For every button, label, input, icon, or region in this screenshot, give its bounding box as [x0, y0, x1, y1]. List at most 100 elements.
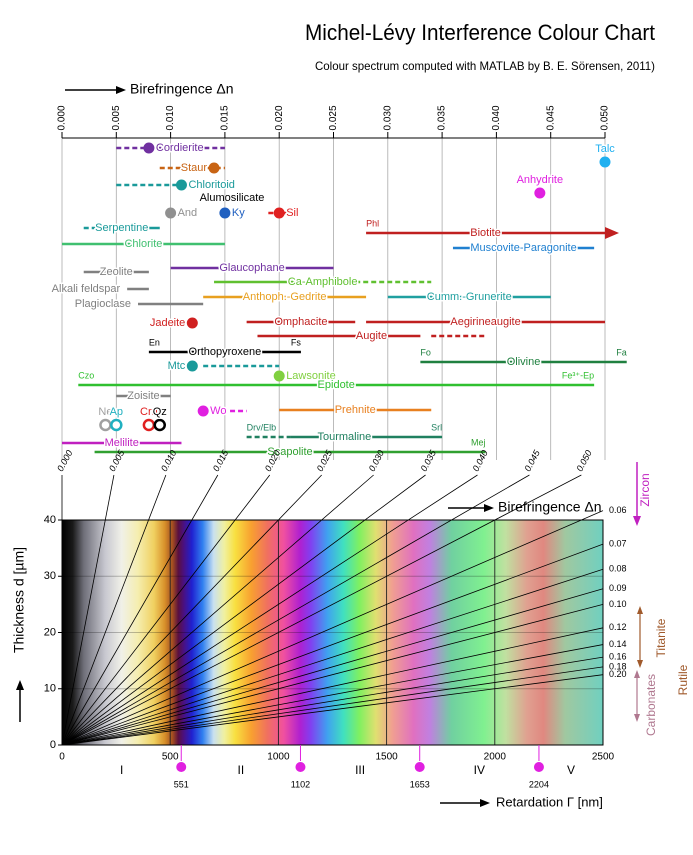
birefringence-line	[61, 666, 604, 746]
mineral-label: Jadeite	[150, 317, 185, 329]
range-start-label: Czo	[78, 370, 94, 380]
chart-subtitle: Colour spectrum computed with MATLAB by …	[315, 59, 655, 73]
mineral-label: Scapolite	[267, 446, 312, 458]
birefringence-label: 0.07	[609, 538, 627, 548]
birefringence-label: 0.18	[609, 661, 627, 671]
order-label: I	[120, 763, 123, 777]
birefringence-label: Birefringence Δn	[498, 499, 602, 515]
birefringence-label: 0.08	[609, 564, 627, 574]
birefringence-label: 0.12	[609, 622, 627, 632]
mineral-point	[273, 207, 285, 219]
x-tick-label: 0.030	[382, 105, 393, 130]
mineral-point	[153, 418, 166, 432]
axis-arrow-head	[484, 504, 494, 512]
birefringence-label: 0.14	[609, 639, 627, 649]
mineral-point	[208, 162, 220, 174]
order-label: IV	[474, 763, 485, 777]
x-tick-label: 1000	[267, 752, 290, 763]
x-tick-label: 0	[59, 752, 65, 763]
mineral-label: Cumm.-Grunerite	[427, 291, 512, 303]
mineral-label: Wo	[210, 405, 226, 417]
mineral-label: Epidote	[318, 379, 355, 391]
mineral-point	[219, 207, 231, 219]
birefringence-line	[61, 510, 604, 746]
mineral-label: Chlorite	[124, 238, 162, 250]
mineral-point	[110, 418, 123, 432]
birefringence-line	[61, 627, 604, 746]
x-tick-label: 0.045	[545, 105, 556, 130]
order-boundary	[295, 762, 306, 772]
birefringence-label: 0.20	[609, 669, 627, 679]
mineral-label: Zeolite	[100, 266, 133, 278]
birefringence-label: 0.09	[609, 583, 627, 593]
order-boundary	[414, 762, 425, 772]
mineral-label: Talc	[595, 143, 615, 155]
mineral-label: Ky	[232, 207, 245, 219]
x-tick-label: 0.035	[437, 105, 448, 130]
colour-spectrum	[62, 520, 603, 745]
y-tick-label: 20	[44, 626, 56, 638]
x-tick-label: 0.025	[328, 105, 339, 130]
x-tick-label: 500	[162, 752, 179, 763]
range-start-label: Fo	[420, 347, 431, 357]
birefringence-label: 0.045	[522, 448, 542, 473]
x-tick-label: 0.050	[600, 105, 611, 130]
order-boundary-label: 1653	[410, 779, 430, 789]
mineral-label: Cordierite	[156, 142, 204, 154]
range-arrow-head	[605, 227, 619, 239]
birefringence-label: 0.16	[609, 651, 627, 661]
mineral-label: Biotite	[470, 227, 501, 239]
range-end-label: Fa	[616, 347, 627, 357]
range-start-label: Drv/Elb	[247, 422, 277, 432]
mineral-point	[175, 179, 187, 191]
x-tick-label: 0.010	[165, 105, 176, 130]
mineral-point	[186, 317, 198, 329]
mineral-arrow-head	[633, 516, 641, 526]
birefringence-line	[61, 588, 604, 746]
mineral-label: Prehnite	[335, 404, 376, 416]
annotation: Alumosilicate	[200, 192, 265, 204]
x-axis-label: Retardation Γ [nm]	[496, 794, 603, 809]
chart-title: Michel-Lévy Interference Colour Chart	[305, 20, 655, 45]
y-axis-label: Thickness d [µm]	[11, 547, 27, 653]
mineral-label: Tourmaline	[317, 431, 371, 443]
mineral-point	[165, 207, 177, 219]
birefringence-line	[61, 603, 604, 746]
mineral-label: Zircon	[638, 473, 652, 506]
mineral-point	[186, 360, 198, 372]
mineral-label: Aegirineaugite	[450, 316, 520, 328]
y-tick-label: 10	[44, 683, 56, 695]
mineral-label: Muscovite-Paragonite	[470, 242, 576, 254]
x-tick-label: 0.000	[57, 105, 68, 130]
x-tick-label: 0.005	[111, 105, 122, 130]
mineral-label: Mtc	[168, 360, 186, 372]
x-axis-label: Birefringence Δn	[130, 81, 234, 97]
mineral-point	[143, 142, 155, 154]
mineral-label: And	[178, 207, 198, 219]
mineral-label: Serpentine	[95, 222, 148, 234]
birefringence-line	[61, 568, 604, 746]
order-boundary	[533, 762, 544, 772]
birefringence-label: 0.000	[55, 448, 74, 473]
order-boundary-label: 551	[174, 779, 189, 789]
range-end-label: Fe³⁺-Ep	[562, 370, 594, 380]
mineral-label: Qz	[153, 406, 167, 418]
mineral-point	[273, 370, 285, 382]
mineral-label: Rutile	[676, 664, 690, 695]
birefringence-label: 0.10	[609, 599, 627, 609]
mineral-label: Staur	[181, 162, 208, 174]
mineral-point	[534, 187, 546, 199]
order-boundary	[176, 762, 187, 772]
range-end-label: Mej	[471, 437, 486, 447]
x-tick-label: 0.020	[274, 105, 285, 130]
axis-arrow-head	[480, 799, 490, 807]
y-tick-label: 30	[44, 570, 56, 582]
mineral-label: Orthopyroxene	[189, 346, 262, 358]
plot-frame	[61, 519, 604, 746]
x-tick-label: 2500	[592, 752, 615, 763]
mineral-label: Crn	[140, 406, 158, 418]
axis-arrow-head	[116, 86, 126, 94]
range-end-label: Srl	[431, 422, 442, 432]
mineral-label: Melilite	[105, 437, 139, 449]
